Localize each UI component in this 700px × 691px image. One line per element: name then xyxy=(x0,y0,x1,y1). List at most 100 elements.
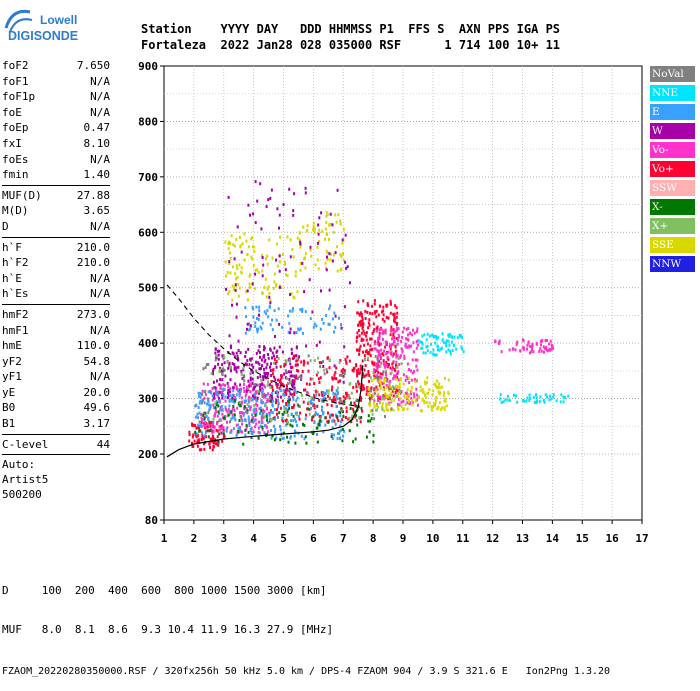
scatter-point xyxy=(421,388,424,392)
scatter-point xyxy=(515,394,517,398)
scatter-point xyxy=(462,350,465,354)
scatter-point xyxy=(433,382,436,386)
scatter-point xyxy=(370,387,373,391)
scatter-point xyxy=(367,386,370,390)
scatter-point xyxy=(260,415,263,419)
scatter-point xyxy=(395,384,397,388)
scatter-point xyxy=(335,220,338,224)
scatter-point xyxy=(212,372,214,376)
scatter-point xyxy=(456,336,459,340)
scatter-point xyxy=(441,406,444,410)
scatter-point xyxy=(348,359,351,363)
scatter-point xyxy=(320,361,323,365)
scatter-point xyxy=(396,405,399,409)
scatter-point xyxy=(292,357,294,360)
scatter-point xyxy=(279,388,282,392)
scatter-point xyxy=(392,408,395,412)
scatter-point xyxy=(356,311,359,315)
scatter-point xyxy=(217,443,220,447)
scatter-point xyxy=(236,275,239,279)
scatter-point xyxy=(414,378,417,381)
scatter-point xyxy=(241,400,243,404)
scatter-point xyxy=(279,428,282,432)
scatter-point xyxy=(340,420,343,424)
scatter-point xyxy=(390,398,393,402)
scatter-point xyxy=(426,344,429,348)
scatter-point xyxy=(282,384,285,388)
scatter-point xyxy=(216,429,219,433)
scatter-point xyxy=(314,411,317,415)
scatter-point xyxy=(270,380,273,383)
scatter-point xyxy=(245,315,248,319)
scatter-point xyxy=(369,376,372,380)
x-tick-label: 1 xyxy=(161,532,168,545)
scatter-point xyxy=(443,391,446,395)
scatter-point xyxy=(235,393,238,397)
scatter-point xyxy=(265,406,268,410)
scatter-point xyxy=(391,385,394,389)
scatter-point xyxy=(188,430,191,434)
scatter-point xyxy=(324,423,327,427)
scatter-point xyxy=(377,379,380,383)
scatter-point xyxy=(202,382,205,386)
scatter-point xyxy=(271,403,274,407)
scatter-point xyxy=(281,399,284,403)
scatter-point xyxy=(338,360,341,364)
scatter-point xyxy=(259,182,262,186)
scatter-point xyxy=(406,377,409,381)
scatter-point xyxy=(543,346,546,350)
scatter-point xyxy=(248,424,251,427)
scatter-point xyxy=(290,347,293,351)
scatter-point xyxy=(242,413,245,417)
scatter-point xyxy=(377,375,380,379)
legend-item: NNE xyxy=(650,85,695,101)
scatter-point xyxy=(296,396,299,400)
scatter-point xyxy=(340,267,343,271)
scatter-point xyxy=(381,331,384,335)
scatter-point xyxy=(363,343,366,347)
scatter-point xyxy=(222,354,225,358)
scatter-point xyxy=(431,333,433,337)
scatter-point xyxy=(382,409,385,413)
scatter-point xyxy=(360,367,362,371)
scatter-point xyxy=(256,383,259,387)
scatter-point xyxy=(260,400,263,404)
param-row: h`Es N/A xyxy=(2,286,110,302)
scatter-point xyxy=(246,298,249,302)
scatter-point xyxy=(377,405,379,409)
scatter-point xyxy=(288,370,290,374)
scatter-point xyxy=(206,382,209,386)
scatter-point xyxy=(389,347,392,351)
scatter-point xyxy=(261,383,264,387)
scatter-point xyxy=(391,389,394,393)
legend-item: W xyxy=(650,123,695,139)
scatter-point xyxy=(285,392,288,396)
scatter-point xyxy=(421,397,424,401)
scatter-point xyxy=(271,328,274,332)
scatter-point xyxy=(194,415,197,419)
scatter-point xyxy=(438,392,441,396)
scatter-point xyxy=(325,214,328,218)
scatter-point xyxy=(368,374,371,378)
scatter-point xyxy=(325,368,328,372)
scatter-point xyxy=(255,411,258,415)
scatter-point xyxy=(444,399,447,403)
scatter-point xyxy=(333,330,335,334)
param-label: fxI xyxy=(2,136,22,150)
scatter-point xyxy=(426,376,429,380)
scatter-point xyxy=(273,272,276,276)
scatter-point xyxy=(292,380,295,384)
scatter-point xyxy=(304,191,307,195)
scatter-point xyxy=(293,379,296,383)
scatter-point xyxy=(411,358,414,362)
scatter-point xyxy=(200,438,203,441)
scatter-point xyxy=(403,357,406,360)
scatter-point xyxy=(268,295,271,299)
scatter-point xyxy=(258,431,261,435)
scatter-point xyxy=(197,433,199,437)
scatter-point xyxy=(336,437,339,441)
scatter-point xyxy=(396,311,399,315)
scatter-point xyxy=(292,397,295,401)
scatter-point xyxy=(231,416,234,420)
scatter-point xyxy=(546,339,548,342)
